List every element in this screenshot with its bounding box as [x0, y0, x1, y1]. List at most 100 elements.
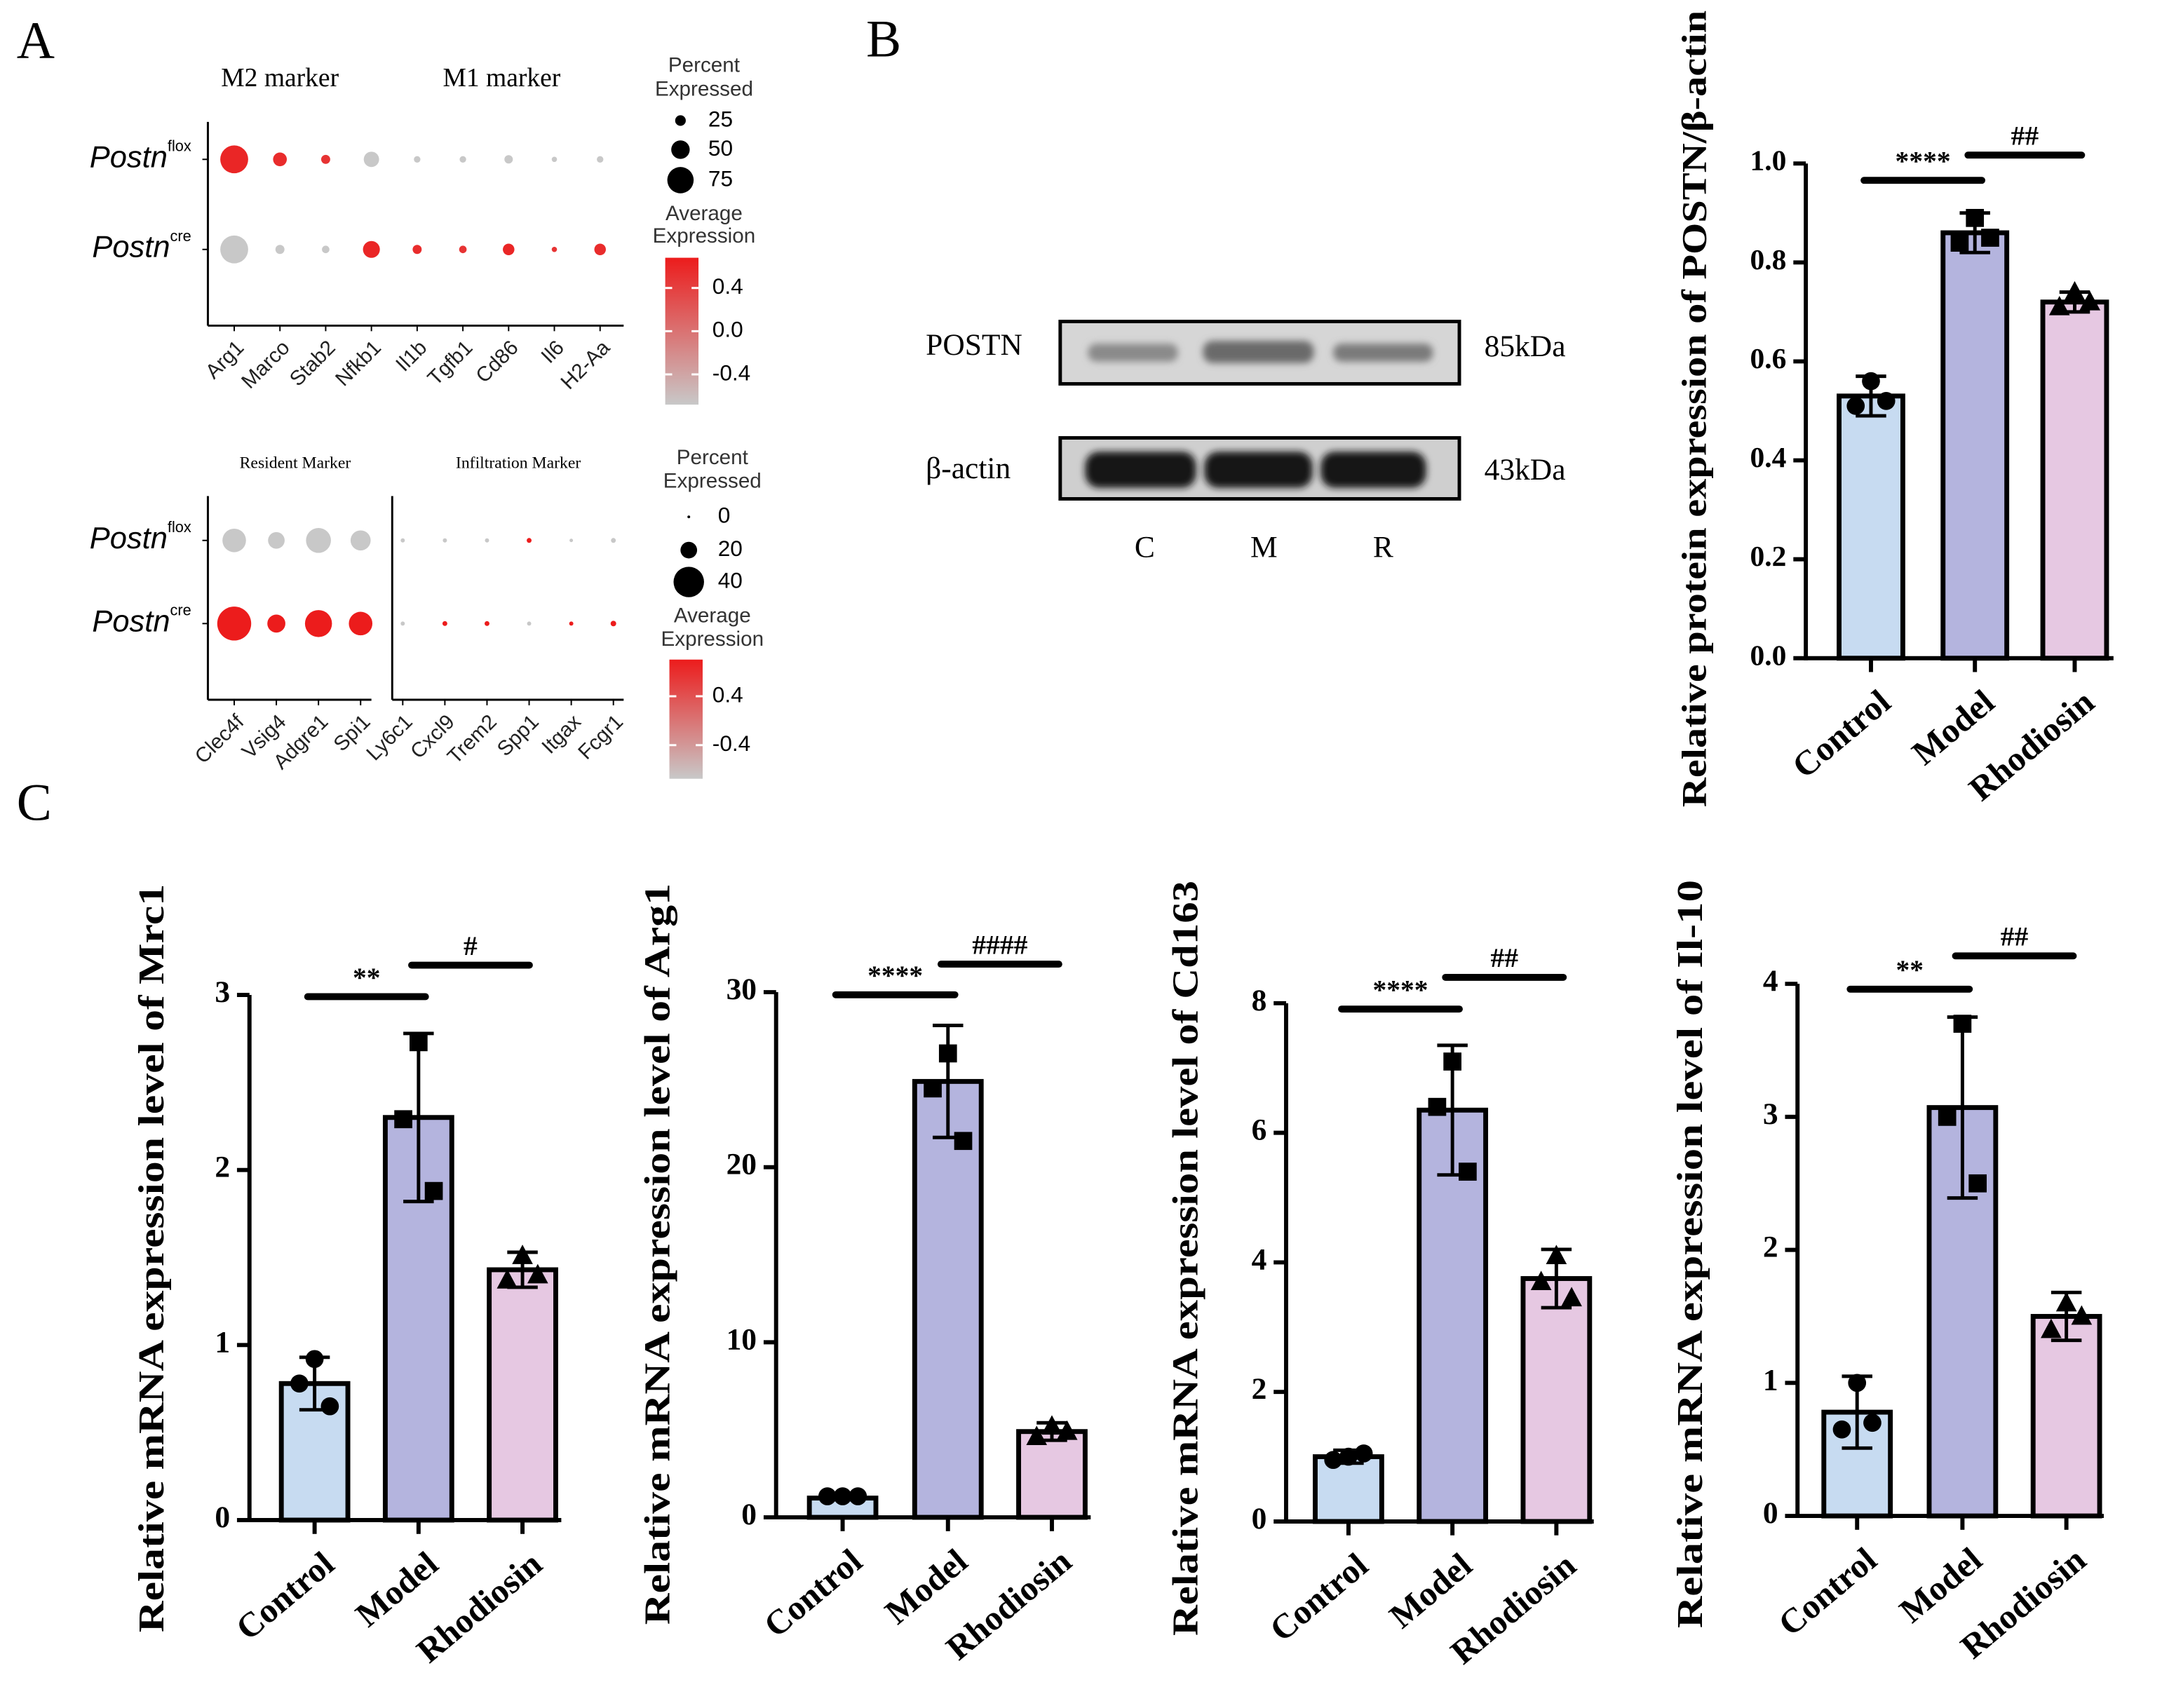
- data-point: [1966, 208, 1985, 227]
- dot: [459, 156, 466, 163]
- data-point: [954, 1132, 973, 1151]
- x-tick-label: Cd86: [471, 336, 522, 387]
- x-tick-label: Control: [1771, 1540, 1884, 1643]
- group-label: M2 marker: [221, 64, 339, 93]
- x-tick-label: Model: [878, 1541, 975, 1632]
- data-point: [2048, 296, 2070, 316]
- lane-label: M: [1250, 531, 1278, 564]
- dot: [222, 528, 246, 553]
- dot: [322, 245, 330, 254]
- size-legend-label: 75: [708, 165, 733, 191]
- y-tick-label: 4: [1252, 1242, 1267, 1276]
- y-tick-label: 0.8: [1750, 243, 1787, 276]
- blot-size: 43kDa: [1485, 453, 1566, 487]
- x-tick-label: Control: [229, 1544, 342, 1647]
- data-point: [1428, 1097, 1447, 1116]
- x-tick-label: Control: [1262, 1545, 1375, 1648]
- data-point: [1056, 1420, 1078, 1440]
- color-legend-title: Average: [674, 604, 751, 627]
- y-tick-label: 0.4: [1750, 441, 1787, 473]
- blot-size: 85kDa: [1485, 330, 1566, 363]
- dot: [349, 611, 373, 636]
- dot: [569, 621, 574, 626]
- dot: [304, 610, 332, 637]
- blot-band: [1333, 344, 1433, 362]
- size-legend-title: Expressed: [655, 77, 753, 100]
- y-axis-label: Relative protein expression of POSTN/β-a…: [1675, 11, 1713, 807]
- data-point: [409, 1033, 428, 1052]
- y-tick-label: 3: [215, 975, 230, 1009]
- x-tick-label: Tgfb1: [424, 336, 478, 390]
- significance-label: #: [464, 930, 478, 961]
- y-tick-label: 1: [215, 1325, 230, 1359]
- significance-label: ****: [1896, 146, 1951, 177]
- data-point: [1324, 1451, 1343, 1470]
- dot: [412, 245, 422, 255]
- blot-band: [1203, 341, 1314, 363]
- data-point: [1938, 1108, 1957, 1126]
- data-point: [1041, 1415, 1062, 1435]
- dot: [527, 621, 532, 626]
- size-legend-dot: [673, 567, 704, 597]
- data-point: [1862, 372, 1880, 391]
- dot: [485, 621, 489, 626]
- group-label: Infiltration Marker: [456, 454, 581, 473]
- data-point: [2064, 280, 2086, 301]
- data-point: [1968, 1174, 1987, 1193]
- row-label: Postnflox: [90, 137, 191, 175]
- significance-label: **: [353, 962, 381, 993]
- dot: [400, 538, 405, 543]
- size-legend-label: 40: [718, 567, 743, 592]
- row-superscript: flox: [168, 518, 191, 536]
- row-name: Postn: [90, 141, 168, 175]
- x-tick-label: Control: [757, 1541, 870, 1644]
- data-point: [1026, 1425, 1048, 1446]
- significance-label: **: [1896, 954, 1924, 985]
- y-tick-label: 3: [1763, 1097, 1778, 1131]
- dot: [268, 531, 285, 549]
- row-superscript: cre: [170, 601, 191, 618]
- dot: [267, 614, 285, 633]
- colorbar-tick-label: -0.4: [712, 731, 750, 756]
- data-point: [2055, 1292, 2077, 1312]
- data-point: [1339, 1447, 1358, 1466]
- data-point: [305, 1350, 324, 1369]
- y-axis-label: Relative mRNA expression level of Mrc1: [132, 884, 172, 1632]
- data-point: [924, 1079, 942, 1098]
- size-legend-dot: [680, 541, 698, 559]
- color-legend-title: Average: [666, 202, 743, 225]
- bar: [1016, 1429, 1088, 1520]
- dot: [220, 145, 248, 174]
- dot: [459, 245, 467, 254]
- data-point: [496, 1269, 518, 1289]
- dot: [320, 154, 330, 164]
- y-tick-label: 0: [741, 1498, 757, 1531]
- y-tick-label: 2: [215, 1151, 230, 1184]
- data-point: [2041, 1318, 2062, 1338]
- row-superscript: cre: [170, 227, 191, 245]
- x-tick-label: Model: [1382, 1545, 1479, 1636]
- data-point: [1950, 233, 1969, 252]
- x-tick-label: Nfkb1: [331, 336, 386, 391]
- y-tick-label: 0: [215, 1500, 230, 1534]
- y-axis-label: Relative mRNA expression level of Arg1: [637, 883, 677, 1625]
- dot: [504, 155, 513, 164]
- bar-chart: Relative mRNA expression level of Il-10 0…: [1670, 880, 2104, 1666]
- dot: [551, 156, 558, 163]
- blot-label: POSTN: [926, 328, 1022, 362]
- y-tick-label: 0.0: [1750, 639, 1787, 671]
- lane-label: R: [1373, 531, 1393, 564]
- bar: [2040, 299, 2109, 661]
- data-point: [1953, 1015, 1972, 1033]
- blot-band: [1320, 452, 1426, 488]
- x-tick-label: H2-Aa: [556, 336, 614, 394]
- dot: [350, 530, 371, 551]
- data-point: [1561, 1287, 1582, 1307]
- blot-band: [1088, 344, 1178, 362]
- significance-label: ####: [972, 929, 1027, 960]
- data-point: [1877, 392, 1896, 410]
- size-legend-title: Percent: [677, 446, 749, 469]
- data-point: [1832, 1420, 1851, 1439]
- size-legend-dot: [675, 115, 686, 126]
- data-point: [1354, 1444, 1373, 1463]
